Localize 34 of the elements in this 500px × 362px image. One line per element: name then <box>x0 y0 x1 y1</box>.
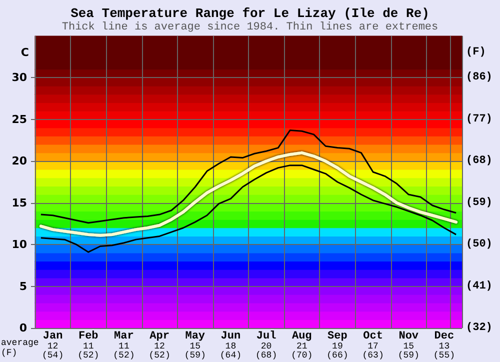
x-tick-label: Feb 11 (52) <box>78 330 100 360</box>
x-tick-label: Aug 21 (70) <box>291 330 313 360</box>
y2-tick-label: (32) <box>466 322 492 334</box>
y-tick-label: 0 <box>19 322 28 334</box>
line-series <box>40 164 457 253</box>
x-tick-label: May 15 (59) <box>184 330 206 360</box>
x-tick-label: Jan 12 (54) <box>42 330 64 360</box>
x-tick-label: Mar 11 (52) <box>113 330 135 360</box>
y-tick-label: 30 <box>12 71 28 84</box>
line-series <box>39 151 458 237</box>
x-tick-label: Apr 12 (52) <box>148 330 170 360</box>
x-tick-label: Sep 19 (66) <box>326 330 348 360</box>
line-series <box>40 130 457 224</box>
y2-tick-label: (50) <box>466 238 492 251</box>
y2-tick-label: (41) <box>466 280 492 292</box>
y-tick-label: 5 <box>19 280 27 293</box>
x-tick-label: Jul 20 (68) <box>255 330 278 360</box>
x-tick-label: Oct 17 (63) <box>362 330 384 360</box>
y-tick-label: 15 <box>12 196 27 210</box>
y-tick-label: 25 <box>12 112 27 126</box>
y2-tick-label: (77) <box>466 113 492 126</box>
y-tick-label: 10 <box>12 238 28 252</box>
y2-tick-label: (59) <box>466 196 492 209</box>
x-tick-label: Dec 13 (55) <box>433 330 456 360</box>
y2-tick-label: (86) <box>466 72 492 84</box>
y2-axis-title: (F) <box>466 46 486 58</box>
x-tick-label: Jun 18 (64) <box>220 330 242 360</box>
y2-tick-label: (68) <box>466 155 492 168</box>
chart-title: Sea Temperature Range for Le Lizay (Ile de Re) <box>70 6 430 21</box>
y-tick-label: 20 <box>12 154 28 168</box>
chart-subtitle: Thick line is average since 1984. Thin lines are extremes <box>62 22 438 34</box>
y-axis-title: C <box>20 46 29 59</box>
x-tick-label: Nov 15 (59) <box>398 330 420 360</box>
text: average (F) <box>1 338 39 358</box>
